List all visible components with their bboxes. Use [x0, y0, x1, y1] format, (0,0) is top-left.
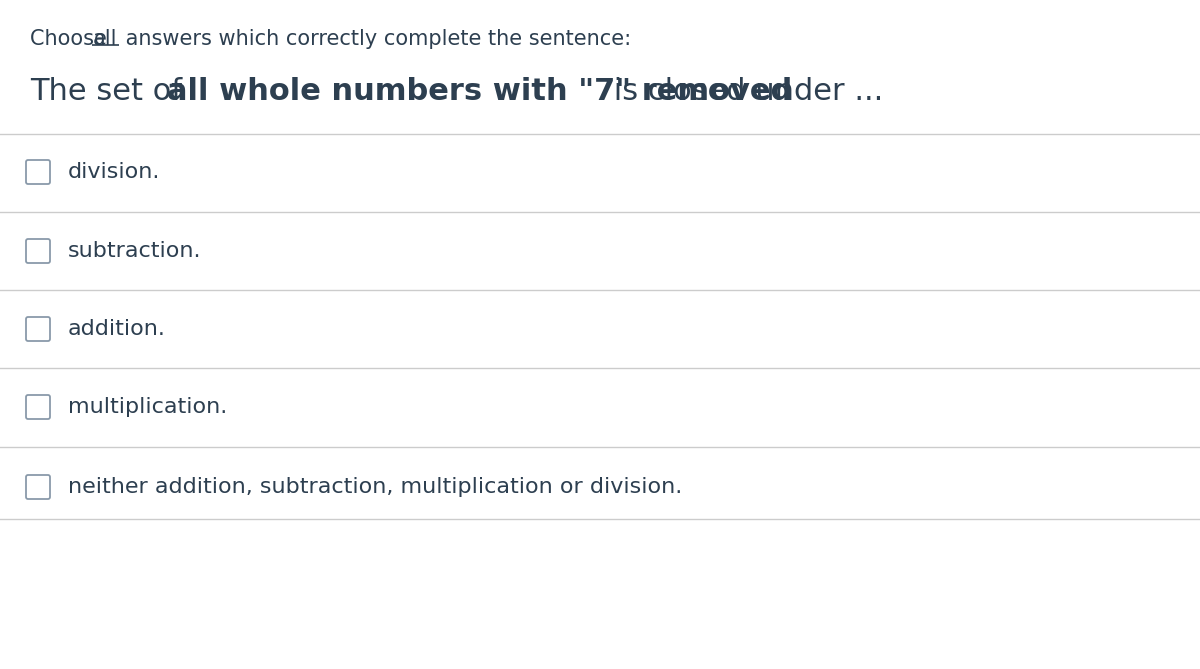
- FancyBboxPatch shape: [26, 475, 50, 499]
- Text: neither addition, subtraction, multiplication or division.: neither addition, subtraction, multiplic…: [68, 477, 683, 497]
- FancyBboxPatch shape: [26, 395, 50, 419]
- FancyBboxPatch shape: [26, 317, 50, 341]
- Text: all: all: [92, 29, 116, 49]
- Text: addition.: addition.: [68, 319, 166, 339]
- FancyBboxPatch shape: [26, 160, 50, 184]
- Text: The set of: The set of: [30, 77, 192, 106]
- Text: subtraction.: subtraction.: [68, 241, 202, 261]
- Text: all whole numbers with "7" removed: all whole numbers with "7" removed: [167, 77, 792, 106]
- FancyBboxPatch shape: [26, 239, 50, 263]
- Text: multiplication.: multiplication.: [68, 397, 227, 417]
- Text: answers which correctly complete the sentence:: answers which correctly complete the sen…: [119, 29, 631, 49]
- Text: Choose: Choose: [30, 29, 114, 49]
- Text: is closed under ...: is closed under ...: [605, 77, 883, 106]
- Text: division.: division.: [68, 162, 161, 182]
